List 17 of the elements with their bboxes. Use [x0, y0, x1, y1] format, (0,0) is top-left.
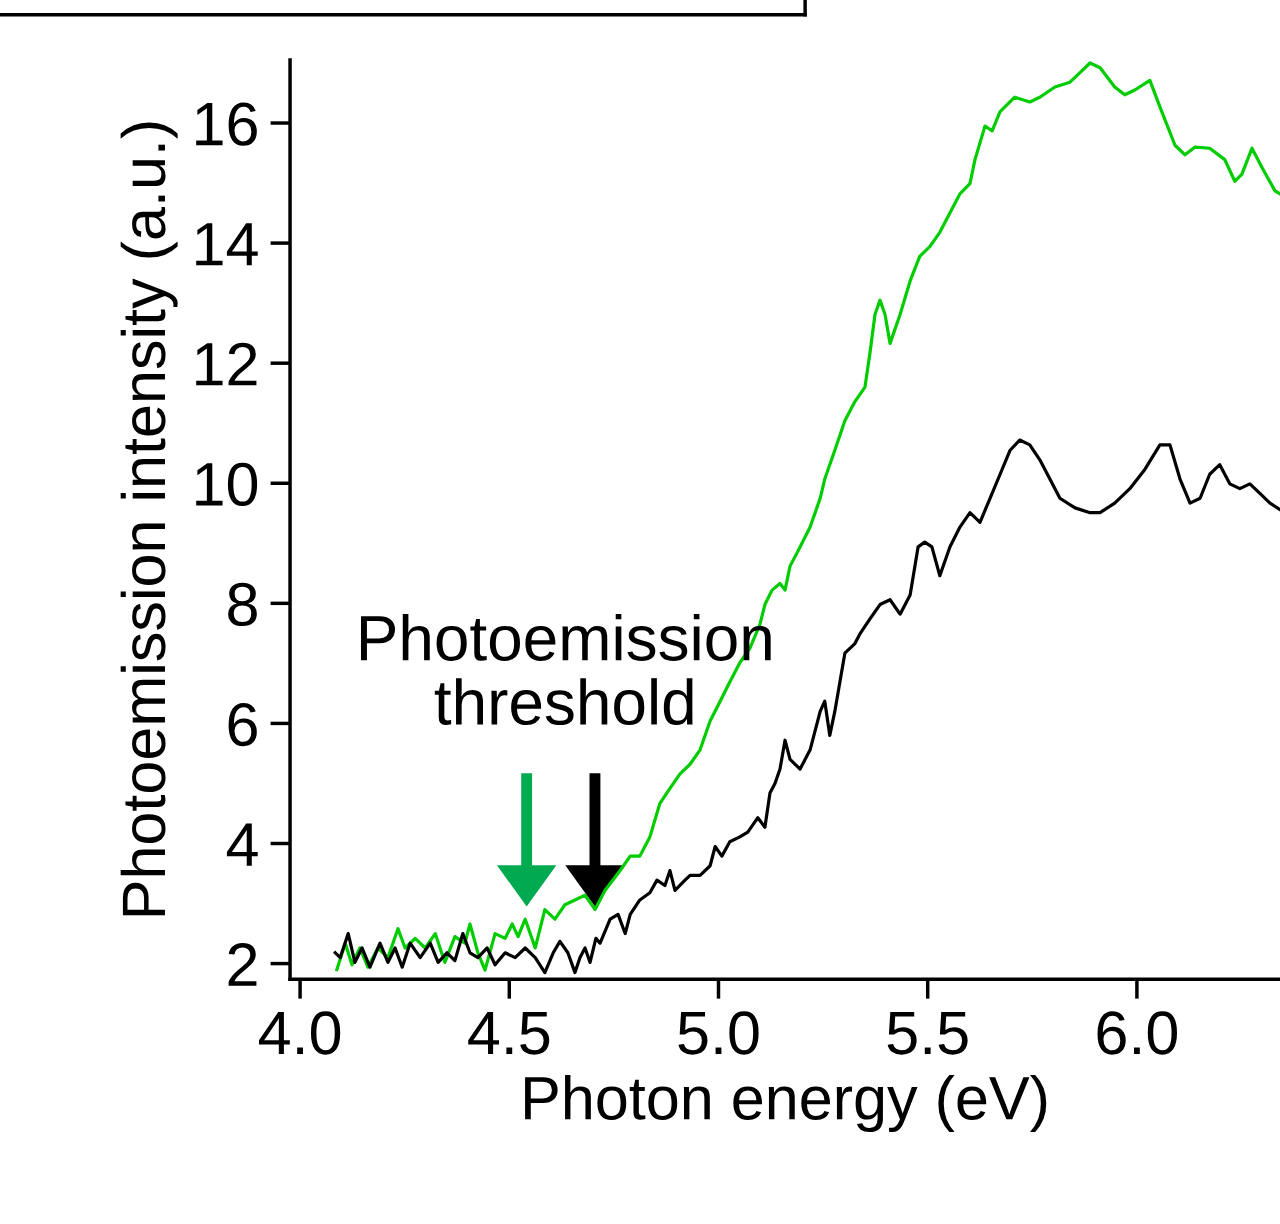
y-axis-title: Photoemission intensity (a.u.) — [120, 122, 178, 916]
y-tick-label: 6 — [228, 702, 257, 747]
x-tick-label: 4.5 — [468, 1012, 550, 1055]
line-series — [335, 61, 1280, 972]
y-tick-label: 14 — [196, 223, 258, 266]
x-tick-label: 4.0 — [259, 1011, 341, 1055]
x-axis-title: Photon energy (eV) — [525, 1075, 1047, 1133]
y-tick-label: 8 — [228, 582, 257, 627]
y-tick-label: 2 — [228, 943, 257, 986]
y-tick-label: 12 — [196, 342, 257, 386]
x-tick-label: 6.0 — [1097, 1011, 1177, 1055]
line-series — [333, 438, 1280, 975]
x-tick-label: 5.5 — [887, 1012, 968, 1055]
y-tick-label: 10 — [196, 462, 258, 507]
y-tick-label: 16 — [196, 102, 257, 146]
y-tick-label: 4 — [226, 823, 258, 866]
x-tick-label: 5.0 — [678, 1011, 759, 1055]
